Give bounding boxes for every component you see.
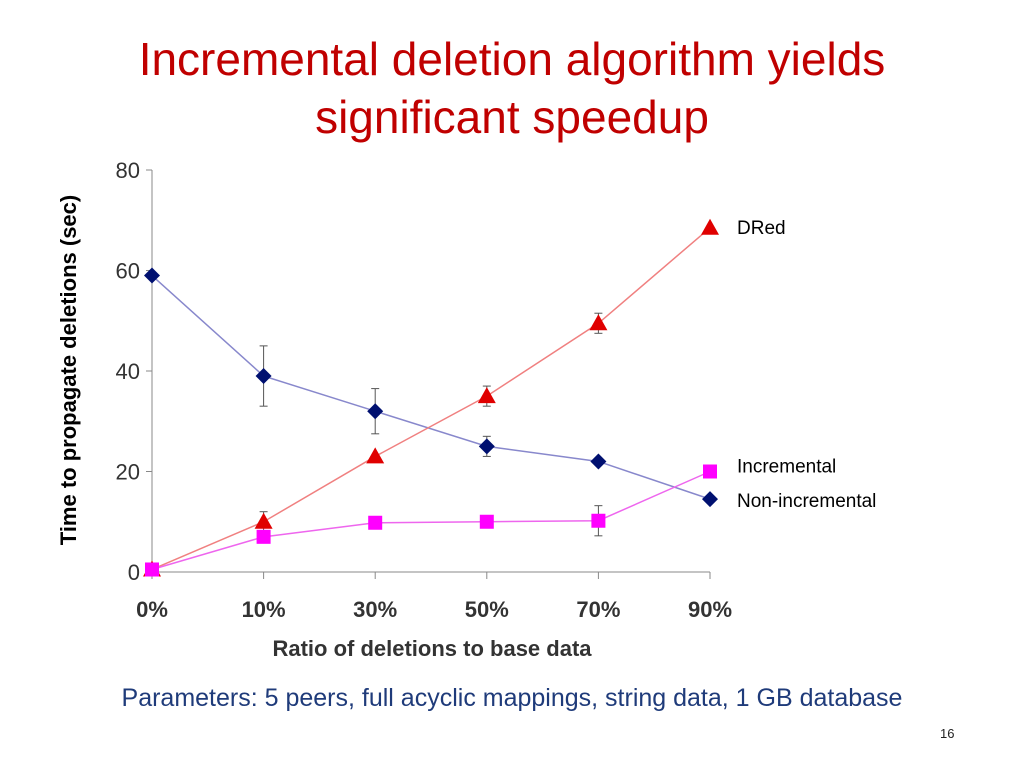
slide-title: Incremental deletion algorithm yields si… [0,30,1024,146]
data-point-non-incremental [144,267,160,284]
data-point-non-incremental [590,453,607,470]
data-point-incremental [368,515,383,530]
data-point-incremental [256,529,271,544]
y-tick-label: 40 [116,359,140,384]
series-line-incremental [151,470,711,571]
series-non-incremental: Non-incremental [144,267,876,512]
legend-label-incremental: Incremental [737,457,836,478]
data-point-non-incremental [478,438,495,455]
data-point-incremental [479,514,494,529]
series-incremental: Incremental [145,457,836,577]
data-point-non-incremental [702,491,718,508]
data-point-non-incremental [367,403,384,420]
slide-title-line-1: Incremental deletion algorithm yields [138,33,886,85]
chart-series: Non-incremental DRed Incremental [143,218,876,577]
data-point-incremental [145,562,159,577]
y-tick-label: 80 [116,158,140,183]
data-point-incremental [591,513,606,528]
y-tick-label: 60 [116,259,140,284]
x-tick-label: 30% [353,597,397,622]
series-line-dred [151,227,711,571]
x-tick-label: 0% [136,597,168,622]
data-point-incremental [703,464,717,479]
y-tick-label: 0 [128,560,140,585]
footer-parameters: Parameters: 5 peers, full acyclic mappin… [121,684,903,712]
x-tick-label: 90% [688,597,732,622]
data-point-dred [701,218,719,235]
legend-label-dred: DRed [737,218,786,239]
slide-title-line-2: significant speedup [315,91,709,143]
series-line-non-incremental [151,274,711,500]
x-axis-label: Ratio of deletions to base data [272,636,592,661]
series-dred: DRed [143,218,786,577]
x-tick-label: 10% [242,597,286,622]
chart-axes: 0 20 40 60 80 0% 10% 30% 50% 70% 90% [116,158,733,622]
x-tick-label: 70% [576,597,620,622]
y-tick-label: 20 [116,460,140,485]
data-point-dred [366,447,385,464]
page-number: 16 [940,726,955,741]
y-axis-label: Time to propagate deletions (sec) [56,195,81,545]
data-point-dred [589,314,608,331]
legend-label-non-incremental: Non-incremental [737,491,876,512]
x-tick-label: 50% [465,597,509,622]
data-point-dred [254,512,273,529]
data-point-dred [477,387,496,404]
data-point-non-incremental [255,368,272,385]
